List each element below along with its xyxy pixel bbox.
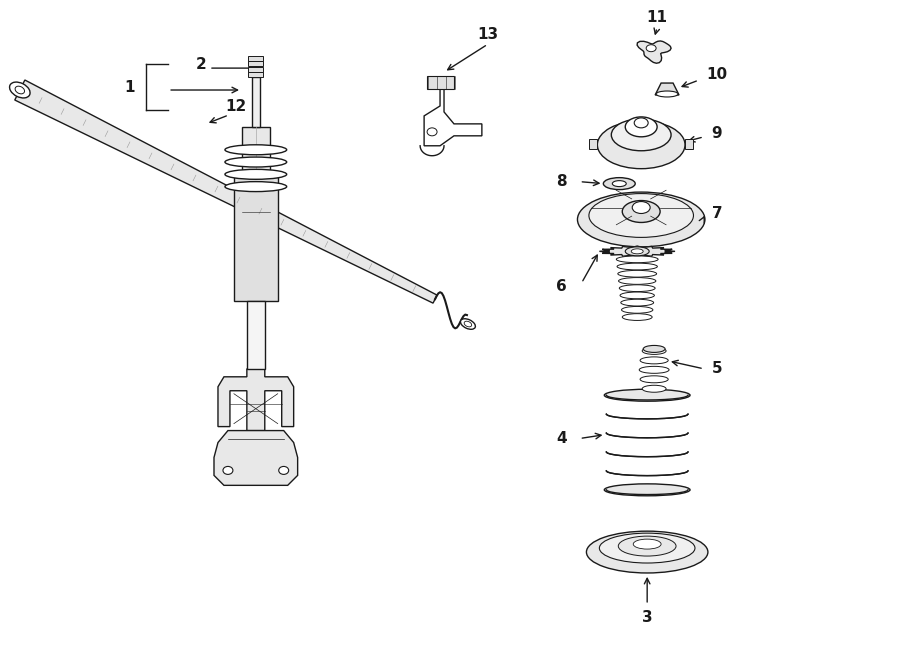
- Ellipse shape: [643, 385, 666, 392]
- Text: 1: 1: [124, 79, 135, 95]
- Ellipse shape: [464, 321, 472, 327]
- Ellipse shape: [618, 536, 676, 556]
- Ellipse shape: [599, 533, 695, 563]
- Ellipse shape: [626, 247, 649, 256]
- Ellipse shape: [223, 467, 233, 475]
- Ellipse shape: [634, 539, 661, 549]
- Bar: [248, 72, 264, 77]
- Ellipse shape: [640, 376, 668, 383]
- Text: 13: 13: [477, 26, 499, 42]
- Polygon shape: [218, 369, 293, 430]
- Polygon shape: [599, 246, 675, 256]
- Text: 8: 8: [556, 174, 567, 189]
- Ellipse shape: [634, 118, 648, 128]
- Ellipse shape: [603, 178, 635, 190]
- Ellipse shape: [622, 200, 660, 223]
- Ellipse shape: [225, 157, 287, 167]
- Polygon shape: [655, 83, 679, 95]
- Ellipse shape: [622, 307, 652, 313]
- Text: 5: 5: [712, 362, 722, 376]
- Polygon shape: [14, 80, 437, 303]
- Bar: [234, 176, 278, 301]
- Ellipse shape: [644, 346, 665, 352]
- Polygon shape: [428, 76, 454, 89]
- Ellipse shape: [279, 467, 289, 475]
- Ellipse shape: [612, 180, 626, 186]
- Ellipse shape: [604, 389, 690, 401]
- Ellipse shape: [587, 531, 708, 573]
- Text: 10: 10: [706, 67, 727, 81]
- Bar: [248, 61, 264, 66]
- Ellipse shape: [617, 263, 657, 270]
- Ellipse shape: [618, 278, 656, 284]
- Ellipse shape: [15, 86, 24, 94]
- Ellipse shape: [646, 45, 656, 52]
- Ellipse shape: [621, 299, 653, 306]
- Text: 4: 4: [556, 431, 567, 446]
- Bar: [242, 127, 270, 176]
- Ellipse shape: [622, 314, 652, 321]
- Ellipse shape: [620, 292, 654, 299]
- Text: 6: 6: [556, 279, 567, 293]
- Ellipse shape: [632, 202, 650, 214]
- Text: 3: 3: [642, 610, 652, 625]
- Ellipse shape: [225, 182, 287, 192]
- Ellipse shape: [616, 256, 658, 262]
- Ellipse shape: [598, 121, 685, 169]
- Bar: [248, 56, 264, 61]
- Ellipse shape: [225, 169, 287, 179]
- Ellipse shape: [617, 270, 657, 277]
- Ellipse shape: [461, 319, 475, 329]
- Text: 9: 9: [712, 126, 722, 141]
- Text: 2: 2: [195, 57, 206, 71]
- Ellipse shape: [639, 366, 669, 373]
- Ellipse shape: [626, 117, 657, 137]
- Ellipse shape: [225, 145, 287, 155]
- Ellipse shape: [631, 249, 644, 254]
- Text: 11: 11: [646, 10, 668, 25]
- Bar: [252, 77, 260, 127]
- Ellipse shape: [578, 192, 705, 247]
- Polygon shape: [214, 430, 298, 485]
- Ellipse shape: [643, 348, 666, 354]
- Bar: [248, 67, 264, 71]
- Ellipse shape: [640, 357, 668, 364]
- Bar: [247, 301, 265, 369]
- Bar: [590, 139, 598, 149]
- Text: 12: 12: [225, 99, 247, 114]
- Ellipse shape: [428, 128, 437, 136]
- Ellipse shape: [611, 119, 671, 151]
- Ellipse shape: [604, 484, 690, 496]
- Bar: [685, 139, 693, 149]
- Text: 7: 7: [712, 206, 722, 221]
- Ellipse shape: [589, 194, 694, 237]
- Ellipse shape: [10, 82, 30, 98]
- Ellipse shape: [619, 285, 655, 292]
- Ellipse shape: [656, 91, 678, 97]
- Polygon shape: [637, 41, 671, 63]
